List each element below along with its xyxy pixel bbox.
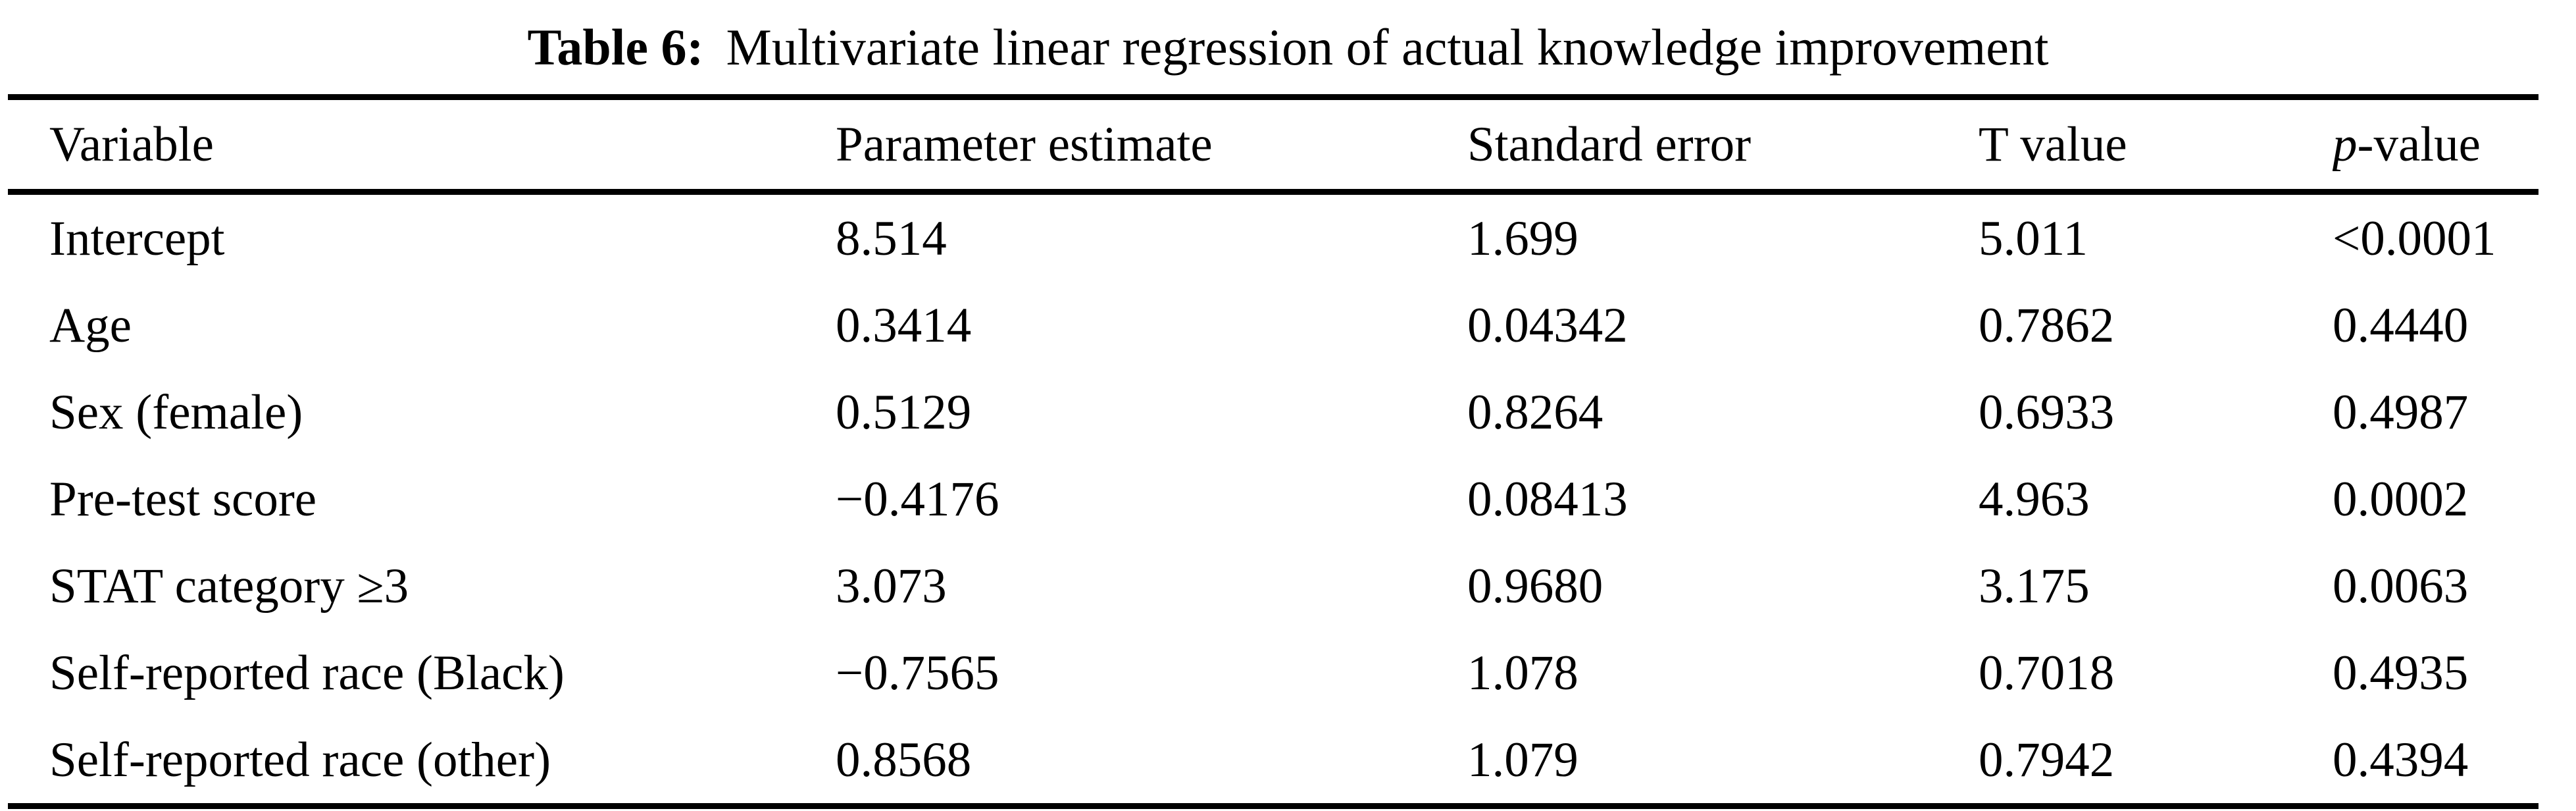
cell-p-value: 0.4440 (2333, 298, 2469, 353)
cell-p-value: 0.0002 (2333, 471, 2469, 527)
cell-variable: Pre-test score (49, 471, 317, 527)
cell-t-value: 0.7862 (1979, 298, 2115, 353)
cell-estimate: −0.4176 (836, 471, 999, 527)
cell-p-value: 0.0063 (2333, 558, 2469, 614)
cell-variable: Self-reported race (Black) (49, 645, 565, 700)
col-header-parameter-estimate: Parameter estimate (836, 117, 1213, 172)
cell-estimate: −0.7565 (836, 645, 999, 700)
cell-std-error: 0.08413 (1467, 471, 1628, 527)
cell-p-value: 0.4394 (2333, 732, 2469, 787)
table-caption-label: Table 6: (527, 18, 704, 76)
table-row: Age 0.3414 0.04342 0.7862 0.4440 (8, 282, 2538, 369)
cell-variable: Age (49, 298, 132, 353)
table-row: Self-reported race (other) 0.8568 1.079 … (8, 716, 2538, 806)
cell-std-error: 0.9680 (1467, 558, 1604, 614)
col-header-p-value: p-value (2333, 97, 2538, 192)
col-header-variable: Variable (49, 117, 214, 172)
cell-variable: Intercept (49, 211, 225, 266)
cell-estimate: 0.5129 (836, 384, 972, 440)
col-header-t-value: T value (1979, 117, 2127, 172)
cell-t-value: 0.7018 (1979, 645, 2115, 700)
table-row: Pre-test score −0.4176 0.08413 4.963 0.0… (8, 456, 2538, 542)
cell-t-value: 4.963 (1979, 471, 2090, 527)
cell-std-error: 0.8264 (1467, 384, 1604, 440)
header-row: Variable Parameter estimate Standard err… (8, 97, 2538, 192)
cell-estimate: 8.514 (836, 211, 947, 266)
regression-table: Variable Parameter estimate Standard err… (8, 94, 2538, 809)
cell-estimate: 3.073 (836, 558, 947, 614)
cell-std-error: 0.04342 (1467, 298, 1628, 353)
cell-variable: STAT category ≥3 (49, 558, 409, 614)
cell-estimate: 0.3414 (836, 298, 972, 353)
table-row: Self-reported race (Black) −0.7565 1.078… (8, 629, 2538, 716)
cell-t-value: 0.6933 (1979, 384, 2115, 440)
cell-p-value: 0.4987 (2333, 384, 2469, 440)
cell-p-value: <0.0001 (2333, 211, 2496, 266)
cell-estimate: 0.8568 (836, 732, 972, 787)
cell-variable: Self-reported race (other) (49, 732, 551, 787)
table-row: STAT category ≥3 3.073 0.9680 3.175 0.00… (8, 542, 2538, 629)
cell-variable: Sex (female) (49, 384, 303, 440)
cell-std-error: 1.699 (1467, 211, 1578, 266)
p-value-suffix: -value (2357, 117, 2481, 172)
cell-std-error: 1.078 (1467, 645, 1578, 700)
cell-t-value: 5.011 (1979, 211, 2088, 266)
cell-t-value: 0.7942 (1979, 732, 2115, 787)
cell-t-value: 3.175 (1979, 558, 2090, 614)
cell-p-value: 0.4935 (2333, 645, 2469, 700)
table-caption: Table 6: Multivariate linear regression … (0, 0, 2576, 94)
table-row: Sex (female) 0.5129 0.8264 0.6933 0.4987 (8, 369, 2538, 456)
cell-std-error: 1.079 (1467, 732, 1578, 787)
col-header-standard-error: Standard error (1467, 117, 1752, 172)
table-row: Intercept 8.514 1.699 5.011 <0.0001 (8, 192, 2538, 282)
p-value-italic-p: p (2333, 117, 2358, 172)
table-caption-text: Multivariate linear regression of actual… (726, 18, 2049, 76)
